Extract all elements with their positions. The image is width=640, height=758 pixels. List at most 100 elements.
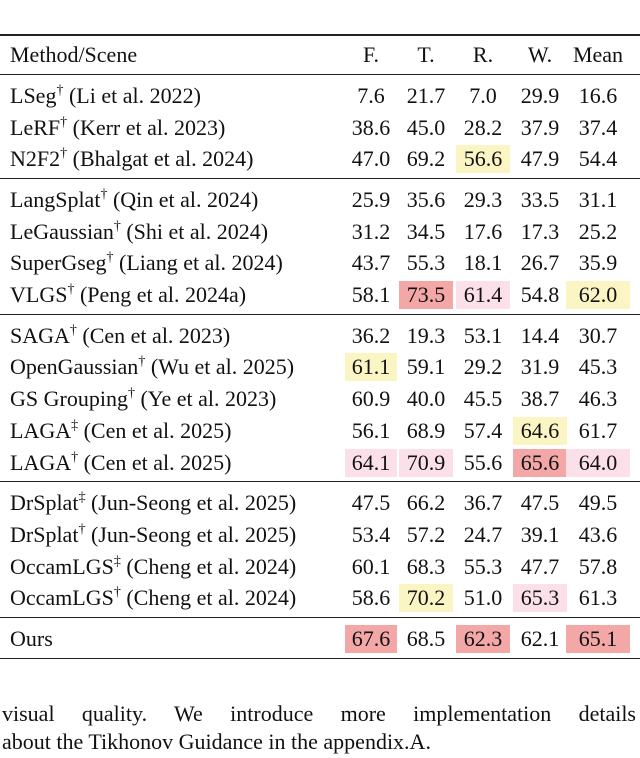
value-cell: 68.9 xyxy=(406,417,446,443)
value-cell: 65.3 xyxy=(513,584,567,613)
table-rule xyxy=(0,657,640,660)
value-cell: 47.9 xyxy=(520,146,560,172)
value-cell: 64.6 xyxy=(513,416,567,445)
header-cell: Mean xyxy=(572,42,624,67)
value-cell: 40.0 xyxy=(406,386,446,412)
value-cell: 36.2 xyxy=(351,322,391,348)
value-cell: 64.0 xyxy=(566,448,630,477)
method-name: SAGA xyxy=(10,322,70,348)
method-cite: (Kerr et al. 2023) xyxy=(72,114,226,140)
value-cell: 39.1 xyxy=(520,521,560,547)
method-name: DrSplat xyxy=(10,490,79,516)
method-cell: OccamLGS† (Cheng et al. 2024) xyxy=(10,584,296,612)
value-cell: 57.4 xyxy=(463,417,503,443)
header-cell: W. xyxy=(527,42,553,67)
value-cell: 54.8 xyxy=(520,282,560,308)
value-cell: 54.4 xyxy=(578,146,618,172)
method-cite: (Cen et al. 2023) xyxy=(82,322,231,348)
method-cite: (Wu et al. 2025) xyxy=(150,354,295,380)
value-cell: 55.3 xyxy=(406,250,446,276)
method-mark: ‡ xyxy=(113,553,121,569)
value-cell: 21.7 xyxy=(406,82,446,108)
value-cell: 35.9 xyxy=(578,250,618,276)
value-cell: 29.3 xyxy=(463,186,503,212)
value-cell: 66.2 xyxy=(406,490,446,516)
method-name: LeGaussian xyxy=(10,218,114,244)
method-name: LeRF xyxy=(10,114,61,140)
method-cell: LAGA† (Cen et al. 2025) xyxy=(10,449,231,477)
method-mark: † xyxy=(67,282,75,298)
value-cell: 56.1 xyxy=(351,417,391,443)
value-cell: 61.4 xyxy=(456,281,510,310)
value-cell: 37.4 xyxy=(578,114,618,140)
method-name: VLGS xyxy=(10,282,68,308)
table-rule xyxy=(0,313,640,315)
value-cell: 55.6 xyxy=(463,449,503,475)
value-cell: 62.3 xyxy=(456,625,510,654)
method-mark: † xyxy=(71,449,79,465)
header-cell: Method/Scene xyxy=(10,42,138,67)
value-cell: 18.1 xyxy=(463,250,503,276)
header-cell: R. xyxy=(472,42,494,67)
method-cell: LSeg† (Li et al. 2022) xyxy=(10,82,201,110)
value-cell: 69.2 xyxy=(406,146,446,172)
method-cell: OccamLGS‡ (Cheng et al. 2024) xyxy=(10,553,296,581)
method-cell: OpenGaussian† (Wu et al. 2025) xyxy=(10,353,294,381)
method-name: DrSplat xyxy=(10,521,79,547)
value-cell: 36.7 xyxy=(463,490,503,516)
value-cell: 29.2 xyxy=(463,354,503,380)
value-cell: 70.9 xyxy=(399,448,453,477)
method-name: OccamLGS xyxy=(10,553,114,579)
value-cell: 17.3 xyxy=(520,218,560,244)
method-cell: LangSplat† (Qin et al. 2024) xyxy=(10,186,258,214)
method-name: GS Grouping xyxy=(10,386,128,412)
paragraph-line: visual quality. We introduce more implem… xyxy=(2,701,636,726)
value-cell: 29.9 xyxy=(520,82,560,108)
method-mark: † xyxy=(127,386,135,402)
method-name: LangSplat xyxy=(10,186,101,212)
method-cite: (Peng et al. 2024a) xyxy=(79,282,247,308)
method-cite: (Li et al. 2022) xyxy=(68,82,201,108)
method-cell: SAGA† (Cen et al. 2023) xyxy=(10,322,230,350)
value-cell: 33.5 xyxy=(520,186,560,212)
method-cite: (Jun-Seong et al. 2025) xyxy=(90,521,297,547)
value-cell: 55.3 xyxy=(463,553,503,579)
value-cell: 47.0 xyxy=(351,146,391,172)
paragraph-line: about the Tikhonov Guidance in the appen… xyxy=(2,729,431,754)
value-cell: 56.6 xyxy=(456,145,510,174)
value-cell: 38.6 xyxy=(351,114,391,140)
value-cell: 64.1 xyxy=(345,448,397,477)
value-cell: 31.2 xyxy=(351,218,391,244)
method-cite: (Jun-Seong et al. 2025) xyxy=(90,490,297,516)
value-cell: 62.1 xyxy=(520,626,560,652)
value-cell: 47.5 xyxy=(520,490,560,516)
value-cell: 68.3 xyxy=(406,553,446,579)
value-cell: 35.6 xyxy=(406,186,446,212)
table-rule xyxy=(0,34,640,36)
value-cell: 62.0 xyxy=(566,281,630,310)
method-cite: (Qin et al. 2024) xyxy=(112,186,259,212)
method-cite: (Ye et al. 2023) xyxy=(140,386,277,412)
value-cell: 24.7 xyxy=(463,521,503,547)
value-cell: 45.5 xyxy=(463,386,503,412)
method-name: OccamLGS xyxy=(10,585,114,611)
method-cite: (Cheng et al. 2024) xyxy=(126,553,297,579)
method-mark: † xyxy=(78,521,86,537)
value-cell: 60.1 xyxy=(351,553,391,579)
value-cell: 70.2 xyxy=(399,584,453,613)
value-cell: 26.7 xyxy=(520,250,560,276)
value-cell: 61.7 xyxy=(578,417,618,443)
value-cell: 43.7 xyxy=(351,250,391,276)
value-cell: 7.6 xyxy=(357,82,385,108)
method-name: LSeg xyxy=(10,82,57,108)
method-cite: (Cen et al. 2025) xyxy=(83,417,232,443)
value-cell: 47.7 xyxy=(520,553,560,579)
method-mark: † xyxy=(138,354,146,370)
method-mark: † xyxy=(113,218,121,234)
value-cell: 49.5 xyxy=(578,490,618,516)
value-cell: 53.1 xyxy=(463,322,503,348)
method-mark: † xyxy=(100,186,108,202)
value-cell: 60.9 xyxy=(351,386,391,412)
value-cell: 73.5 xyxy=(399,281,453,310)
